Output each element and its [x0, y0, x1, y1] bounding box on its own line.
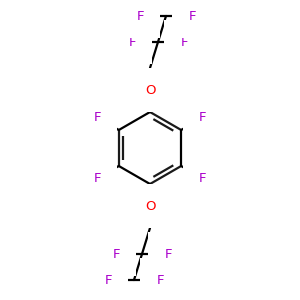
Text: F: F [104, 274, 112, 286]
Text: F: F [188, 10, 196, 22]
Text: O: O [145, 83, 155, 97]
Text: F: F [164, 248, 172, 260]
Text: F: F [93, 172, 101, 185]
Text: F: F [93, 111, 101, 124]
Text: F: F [128, 35, 136, 49]
Text: O: O [145, 200, 155, 212]
Text: F: F [112, 248, 120, 260]
Text: F: F [180, 35, 188, 49]
Text: F: F [199, 111, 207, 124]
Text: F: F [156, 274, 164, 286]
Text: F: F [136, 10, 144, 22]
Text: F: F [199, 172, 207, 185]
